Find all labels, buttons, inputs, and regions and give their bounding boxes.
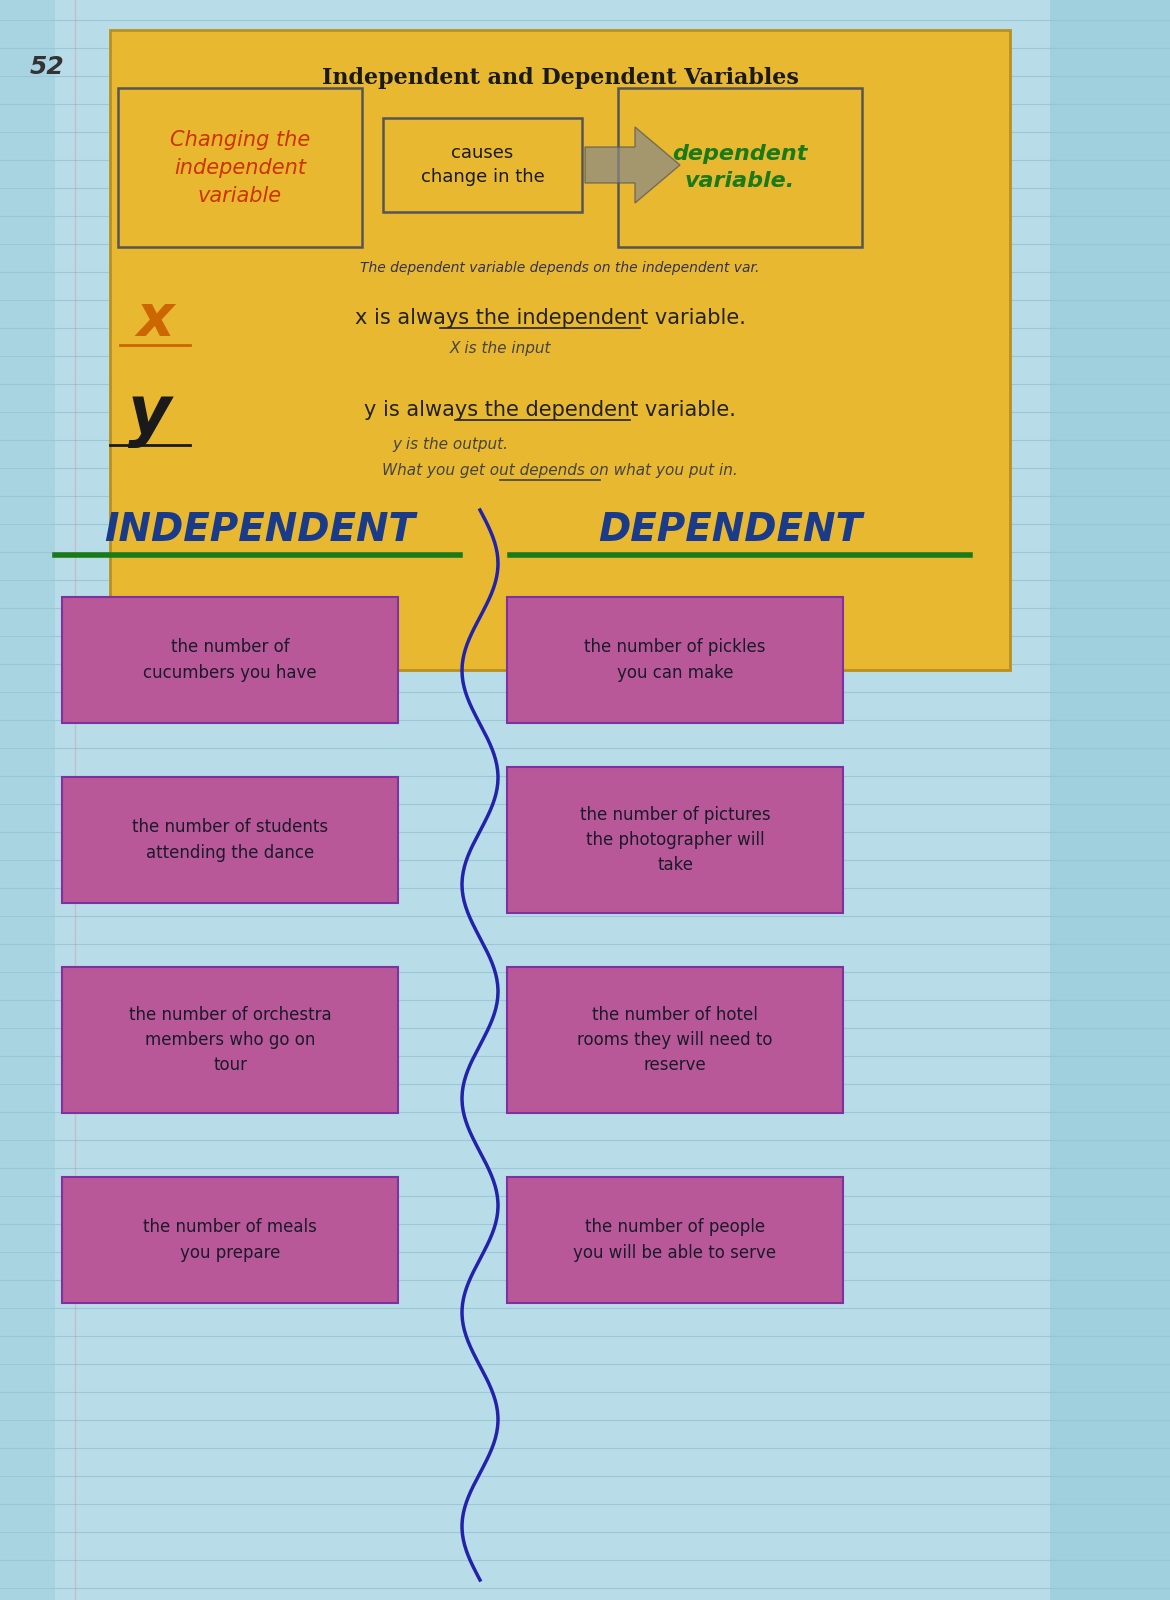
FancyBboxPatch shape bbox=[507, 766, 844, 914]
Text: The dependent variable depends on the independent var.: The dependent variable depends on the in… bbox=[360, 261, 759, 275]
FancyBboxPatch shape bbox=[507, 966, 844, 1114]
Polygon shape bbox=[585, 126, 680, 203]
Text: Independent and Dependent Variables: Independent and Dependent Variables bbox=[322, 67, 798, 90]
FancyBboxPatch shape bbox=[62, 1178, 398, 1302]
Text: x: x bbox=[136, 291, 174, 349]
FancyBboxPatch shape bbox=[0, 0, 55, 1600]
Text: y is always the dependent variable.: y is always the dependent variable. bbox=[364, 400, 736, 419]
Text: x is always the independent variable.: x is always the independent variable. bbox=[355, 307, 745, 328]
FancyBboxPatch shape bbox=[618, 88, 862, 246]
Text: the number of students
attending the dance: the number of students attending the dan… bbox=[132, 819, 328, 861]
FancyBboxPatch shape bbox=[118, 88, 362, 246]
Text: the number of people
you will be able to serve: the number of people you will be able to… bbox=[573, 1219, 777, 1261]
Text: INDEPENDENT: INDEPENDENT bbox=[104, 510, 415, 549]
FancyBboxPatch shape bbox=[62, 597, 398, 723]
Text: the number of
cucumbers you have: the number of cucumbers you have bbox=[143, 638, 317, 682]
Text: y: y bbox=[129, 382, 172, 448]
FancyBboxPatch shape bbox=[62, 966, 398, 1114]
Text: DEPENDENT: DEPENDENT bbox=[598, 510, 862, 549]
FancyBboxPatch shape bbox=[507, 1178, 844, 1302]
FancyBboxPatch shape bbox=[1049, 0, 1170, 1600]
FancyBboxPatch shape bbox=[507, 597, 844, 723]
Text: What you get out depends on what you put in.: What you get out depends on what you put… bbox=[383, 462, 738, 477]
Text: y is the output.: y is the output. bbox=[392, 437, 508, 453]
Text: X is the input: X is the input bbox=[449, 341, 551, 355]
Text: the number of orchestra
members who go on
tour: the number of orchestra members who go o… bbox=[129, 1006, 331, 1074]
Text: dependent
variable.: dependent variable. bbox=[673, 144, 807, 190]
FancyBboxPatch shape bbox=[383, 118, 581, 211]
Text: the number of pickles
you can make: the number of pickles you can make bbox=[584, 638, 765, 682]
Text: Changing the
independent
variable: Changing the independent variable bbox=[170, 130, 310, 205]
Text: the number of pictures
the photographer will
take: the number of pictures the photographer … bbox=[579, 806, 770, 874]
Text: 52: 52 bbox=[30, 54, 64, 78]
FancyBboxPatch shape bbox=[110, 30, 1010, 670]
Text: the number of hotel
rooms they will need to
reserve: the number of hotel rooms they will need… bbox=[577, 1006, 772, 1074]
FancyBboxPatch shape bbox=[62, 778, 398, 902]
Text: the number of meals
you prepare: the number of meals you prepare bbox=[143, 1219, 317, 1261]
Text: causes
change in the: causes change in the bbox=[421, 144, 544, 186]
